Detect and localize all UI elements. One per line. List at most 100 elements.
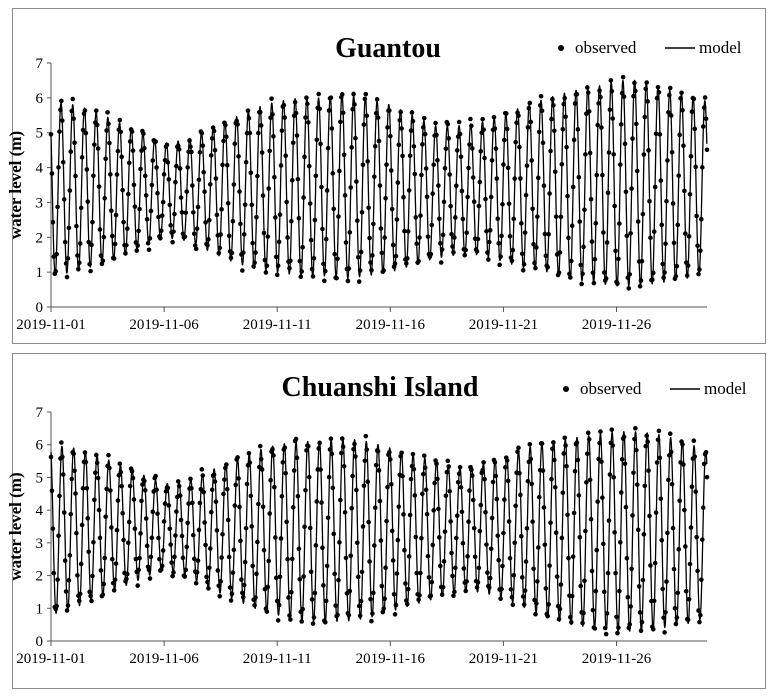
observed-point <box>584 480 589 485</box>
observed-point <box>283 470 288 476</box>
observed-point <box>463 588 469 594</box>
observed-point <box>348 185 354 190</box>
observed-point <box>528 119 534 125</box>
observed-point <box>371 590 376 596</box>
observed-point <box>175 479 181 484</box>
observed-point <box>694 534 699 540</box>
observed-point <box>289 177 295 183</box>
observed-point <box>414 241 420 246</box>
observed-point <box>229 250 235 256</box>
observed-point <box>617 162 623 167</box>
observed-point <box>635 219 641 224</box>
observed-point <box>321 583 326 588</box>
observed-point <box>419 535 424 541</box>
observed-point <box>131 182 137 188</box>
observed-point <box>695 568 700 574</box>
observed-point <box>345 278 351 284</box>
observed-point <box>322 278 327 284</box>
observed-point <box>453 565 458 571</box>
observed-point <box>77 591 83 597</box>
observed-point <box>172 211 177 217</box>
observed-point <box>240 590 245 596</box>
observed-point <box>613 248 618 254</box>
observed-point <box>200 473 206 478</box>
observed-point <box>659 537 665 543</box>
observed-point <box>626 286 632 291</box>
observed-point <box>560 490 566 496</box>
observed-point <box>500 201 505 207</box>
legend-marker-observed <box>563 386 569 392</box>
observed-point <box>536 129 542 135</box>
observed-point <box>424 194 430 200</box>
observed-point <box>388 133 393 139</box>
observed-point <box>495 533 501 538</box>
observed-point <box>414 570 420 576</box>
observed-point <box>661 275 666 281</box>
observed-point <box>405 586 411 592</box>
observed-point <box>328 95 334 100</box>
observed-point <box>91 173 96 179</box>
observed-point <box>62 558 68 563</box>
observed-point <box>201 489 206 495</box>
observed-point <box>55 204 60 210</box>
observed-point <box>205 579 210 585</box>
observed-point <box>157 556 162 562</box>
observed-point <box>259 467 265 472</box>
observed-point <box>610 443 616 448</box>
observed-point <box>446 464 452 469</box>
observed-point <box>238 538 243 544</box>
observed-point <box>123 251 128 256</box>
observed-point <box>453 183 459 189</box>
observed-point <box>406 554 412 559</box>
observed-point <box>547 563 552 568</box>
observed-point <box>350 473 355 479</box>
observed-point <box>615 630 620 636</box>
observed-point <box>679 90 684 96</box>
observed-point <box>637 284 643 289</box>
y-tick-label: 2 <box>36 230 44 246</box>
observed-point <box>334 275 339 281</box>
observed-point <box>56 165 61 170</box>
observed-point <box>351 91 356 97</box>
observed-point <box>274 598 280 604</box>
observed-point <box>203 542 208 548</box>
observed-point <box>312 590 318 596</box>
observed-point <box>489 515 495 521</box>
observed-point <box>639 258 645 264</box>
observed-point <box>667 431 673 437</box>
observed-point <box>208 153 214 158</box>
observed-point <box>65 256 71 261</box>
observed-point <box>587 150 593 156</box>
observed-point <box>523 559 529 564</box>
observed-point <box>542 231 548 237</box>
observed-point <box>548 148 553 154</box>
observed-point <box>68 511 74 517</box>
observed-point <box>154 165 159 170</box>
observed-point <box>687 561 693 567</box>
observed-point <box>574 91 580 97</box>
observed-point <box>509 258 515 264</box>
observed-point <box>295 176 301 182</box>
observed-point <box>448 203 453 209</box>
observed-point <box>125 191 131 197</box>
observed-point <box>554 574 560 579</box>
observed-point <box>501 530 506 536</box>
observed-point <box>455 479 461 485</box>
observed-point <box>452 235 457 240</box>
observed-point <box>474 249 480 254</box>
observed-point <box>549 476 554 482</box>
observed-point <box>67 553 73 558</box>
observed-point <box>160 548 166 553</box>
observed-point <box>517 470 522 476</box>
observed-point <box>420 491 425 497</box>
observed-point <box>618 490 624 495</box>
observed-point <box>629 186 634 191</box>
observed-point <box>583 152 588 157</box>
observed-point <box>506 201 512 207</box>
observed-point <box>149 535 155 541</box>
observed-point <box>470 175 476 180</box>
observed-point <box>306 120 311 125</box>
observed-point <box>399 126 404 131</box>
observed-point <box>443 146 449 152</box>
observed-point <box>578 583 583 589</box>
